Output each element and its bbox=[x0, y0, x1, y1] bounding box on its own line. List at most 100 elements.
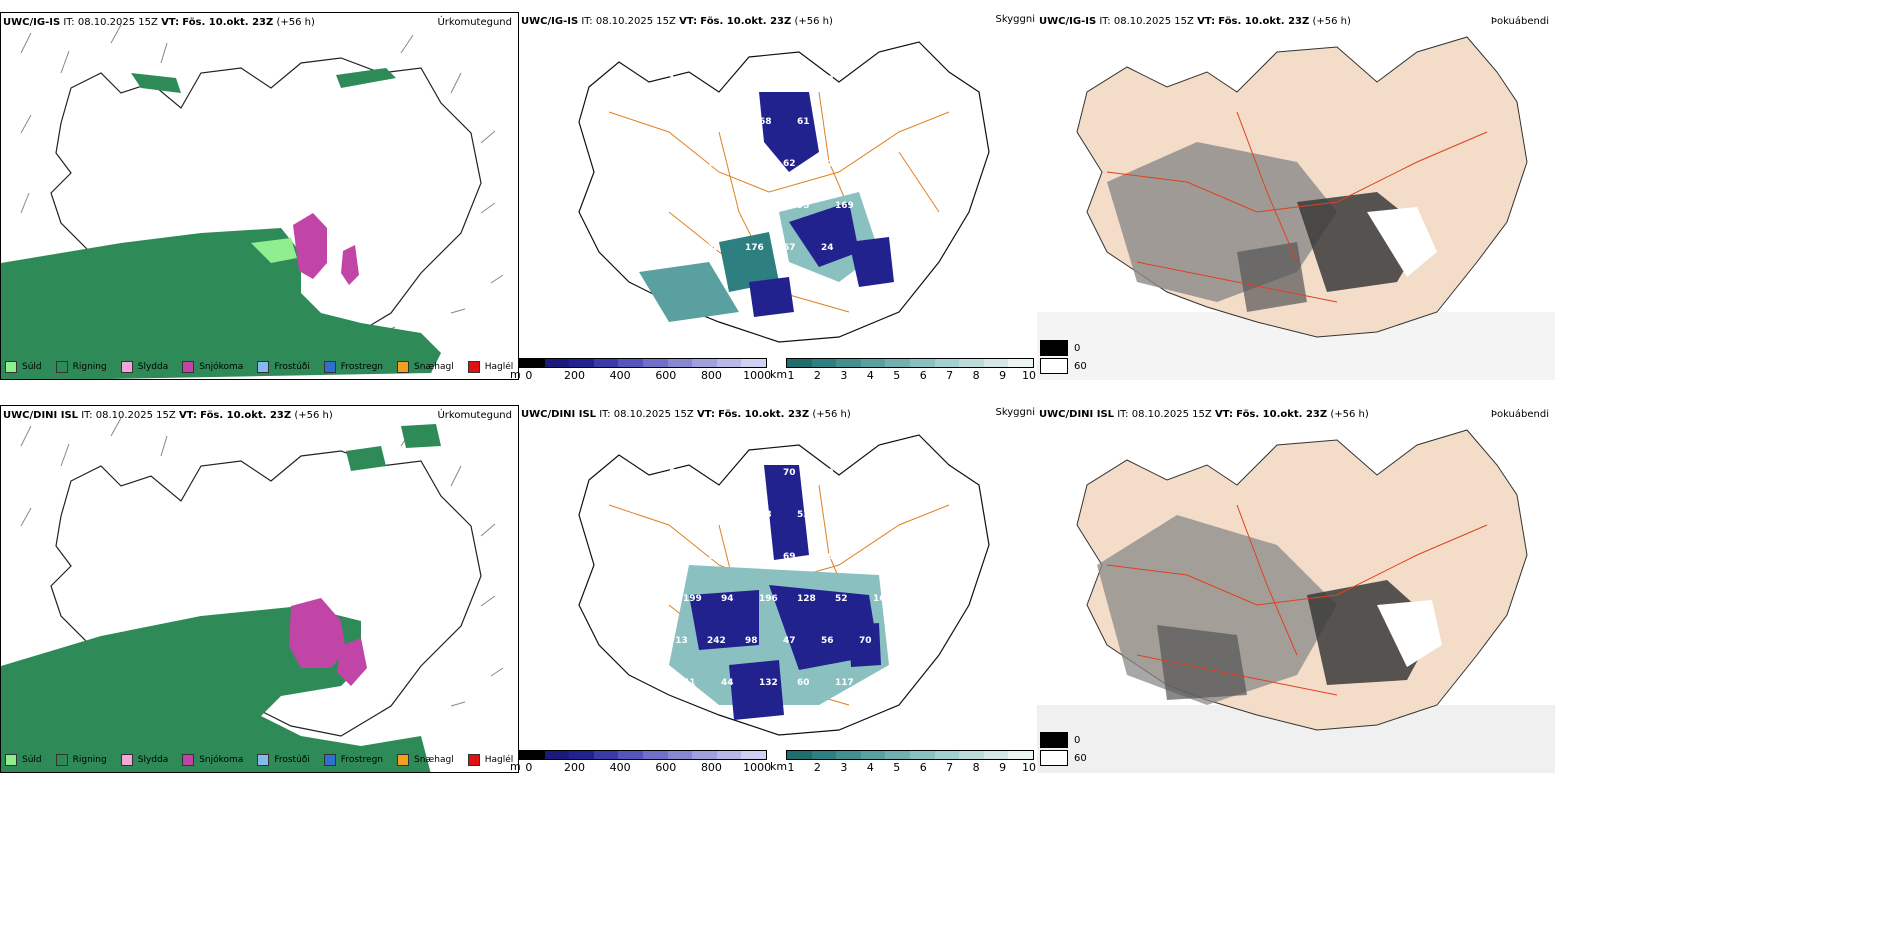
fog-label: 60 bbox=[1074, 752, 1087, 764]
cloud-base-value: 98 bbox=[745, 636, 758, 646]
colorbar-cell bbox=[885, 751, 910, 759]
colorbar-cell bbox=[520, 751, 545, 759]
colorbar-tick: 1 bbox=[787, 761, 795, 774]
colorbar-tick: 8 bbox=[972, 369, 980, 382]
colorbar-tick: 4 bbox=[866, 761, 874, 774]
cloud-base-value: 86 bbox=[745, 552, 758, 562]
colorbar-tick: 3 bbox=[840, 369, 848, 382]
legend-swatch bbox=[397, 361, 410, 373]
fog-gray-areas bbox=[1107, 142, 1437, 312]
cloud-base-value: 158 bbox=[669, 552, 688, 562]
cloud-base-value: 63 bbox=[873, 117, 886, 127]
legend-swatch bbox=[257, 754, 270, 766]
colorbar-cell bbox=[787, 751, 812, 759]
legend-item-3: Snjókoma bbox=[182, 361, 243, 373]
ceiling-unit: m bbox=[510, 760, 521, 773]
legend-swatch bbox=[182, 361, 195, 373]
colorbar-cell bbox=[741, 751, 766, 759]
legend-label: Slydda bbox=[137, 755, 169, 765]
cloud-base-value: 24 bbox=[821, 243, 834, 253]
cloud-base-value: 229 bbox=[821, 159, 840, 169]
rain-area bbox=[1, 228, 441, 379]
cloud-base-value: 59 bbox=[707, 75, 720, 85]
legend-item-7: Haglél bbox=[467, 754, 514, 766]
legend-label: Snæhagl bbox=[414, 755, 454, 765]
legend-label: Rigning bbox=[72, 362, 107, 372]
cloud-base-value: 132 bbox=[759, 678, 778, 688]
cloud-base-value: 41 bbox=[683, 678, 696, 688]
fog-legend-row: 60 bbox=[1040, 750, 1087, 766]
cloud-base-value: 99 bbox=[683, 510, 696, 520]
precip-legend: Súld Rigning Slydda Snjókoma Frostúði Frostre… bbox=[5, 361, 513, 373]
colorbar-tick: 600 bbox=[655, 369, 677, 382]
colorbar-tick: 10 bbox=[1022, 761, 1037, 774]
colorbar-tick: 200 bbox=[564, 369, 586, 382]
cloud-base-value: 70 bbox=[859, 636, 872, 646]
cloud-base-value: 71 bbox=[859, 159, 872, 169]
ceiling-ticks: 0 200 400 600 800 1000 bbox=[519, 369, 771, 383]
colorbar-cell bbox=[934, 751, 960, 759]
precip-map bbox=[1, 24, 504, 379]
colorbar-tick: 10 bbox=[1022, 369, 1037, 382]
colorbar-cell bbox=[934, 359, 960, 367]
cloud-base-value: 98 bbox=[707, 243, 720, 253]
cloud-base-value: 153 bbox=[859, 552, 878, 562]
snow-area bbox=[289, 598, 346, 668]
legend-swatch bbox=[323, 754, 336, 766]
ceiling-cells bbox=[519, 750, 767, 760]
legend-item-0: Súld bbox=[5, 754, 42, 766]
legend-label: Súld bbox=[22, 362, 42, 372]
fog-swatch bbox=[1040, 358, 1068, 374]
roads bbox=[1106, 504, 1488, 696]
colorbar-cell bbox=[959, 359, 984, 367]
colorbar-tick: 6 bbox=[919, 369, 927, 382]
colorbar-cell bbox=[787, 359, 812, 367]
cloud-base-value: 68 bbox=[759, 117, 772, 127]
panel-header: UWC/IG-IS IT: 08.10.2025 15Z VT: Fös. 10… bbox=[1039, 16, 1351, 27]
cloud-base-value: 65 bbox=[669, 159, 682, 169]
cloud-base-value: 57 bbox=[745, 75, 758, 85]
visibility-cells bbox=[786, 750, 1034, 760]
ceiling-ticks: 0 200 400 600 800 1000 bbox=[519, 761, 771, 775]
north-rain bbox=[131, 68, 396, 93]
colorbar-cell bbox=[716, 751, 742, 759]
colorbar-tick: 7 bbox=[946, 761, 954, 774]
cloud-base-value: 60 bbox=[797, 678, 810, 688]
legend-label: Rigning bbox=[72, 755, 107, 765]
colorbar-cell bbox=[983, 751, 1009, 759]
colorbar-tick: 8 bbox=[972, 761, 980, 774]
colorbar-tick: 2 bbox=[813, 369, 821, 382]
cloud-base-value: 128 bbox=[797, 594, 816, 604]
colorbar-cell bbox=[1008, 751, 1033, 759]
snow-area-2 bbox=[341, 245, 359, 285]
cloud-base-value: 56 bbox=[821, 552, 834, 562]
panel-title: Skyggni bbox=[995, 407, 1035, 418]
colorbar-tick: 5 bbox=[893, 369, 901, 382]
legend-label: Snjókoma bbox=[199, 362, 244, 372]
colorbar-tick: 800 bbox=[700, 369, 722, 382]
fog-gray-areas bbox=[1097, 515, 1442, 705]
precip-type-panel-1: UWC/IG-IS IT: 08.10.2025 15Z VT: Fös. 10… bbox=[0, 12, 519, 380]
cloud-base-value: 62 bbox=[783, 159, 796, 169]
fog-legend-1: 0 60 bbox=[1040, 340, 1087, 376]
legend-swatch bbox=[323, 361, 336, 373]
legend-item-6: Snæhagl bbox=[397, 361, 454, 373]
colorbar-cell bbox=[811, 751, 837, 759]
fog-label: 60 bbox=[1074, 360, 1087, 372]
snow-area bbox=[293, 213, 327, 279]
legend-label: Haglél bbox=[484, 755, 514, 765]
precip-legend: Súld Rigning Slydda Snjókoma Frostúði Frostre… bbox=[5, 754, 513, 766]
visibility-unit: km bbox=[770, 368, 788, 381]
legend-item-5: Frostregn bbox=[323, 754, 383, 766]
legend-swatch bbox=[5, 754, 17, 766]
cloud-base-value: 163 bbox=[873, 594, 892, 604]
legend-label: Snjókoma bbox=[199, 755, 244, 765]
cloud-base-value: 176 bbox=[745, 243, 764, 253]
legend-swatch bbox=[467, 754, 480, 766]
roads bbox=[1106, 111, 1488, 303]
north-rain bbox=[346, 424, 441, 471]
cloud-base-value: 11 bbox=[707, 159, 720, 169]
colorbar-cell bbox=[569, 359, 594, 367]
legend-swatch bbox=[182, 754, 195, 766]
colorbar-cell bbox=[618, 359, 643, 367]
